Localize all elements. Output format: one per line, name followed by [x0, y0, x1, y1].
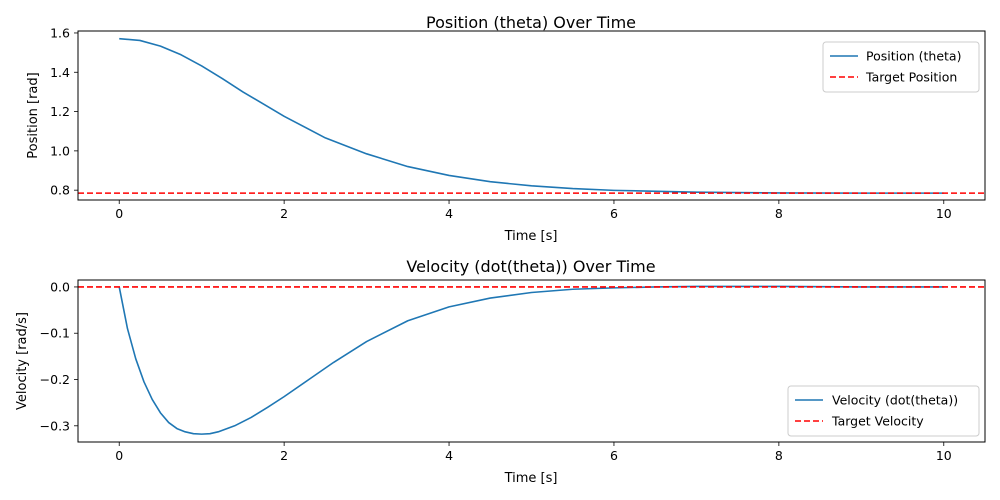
- y-tick-label: −0.1: [40, 326, 70, 341]
- legend-label-target-velocity: Target Velocity: [831, 414, 924, 429]
- y-tick-label: −0.2: [40, 372, 70, 387]
- plot-lines: [78, 37, 985, 194]
- chart-title: Velocity (dot(theta)) Over Time: [406, 257, 655, 276]
- plot-lines: [78, 285, 985, 435]
- legend-label-position: Position (theta): [866, 49, 961, 64]
- legend: Position (theta) Target Position: [822, 41, 980, 93]
- x-tick-label: 10: [936, 448, 952, 463]
- y-tick-label: 0.0: [50, 279, 70, 294]
- y-tick-label: 1.2: [50, 104, 70, 119]
- series-line-0: [118, 285, 944, 435]
- x-tick-label: 4: [445, 448, 453, 463]
- x-axis-label: Time [s]: [504, 471, 558, 486]
- legend-box: [822, 41, 980, 93]
- x-tick-label: 0: [115, 206, 123, 221]
- series-line-0: [119, 37, 944, 194]
- x-tick-label: 2: [280, 206, 288, 221]
- x-tick-label: 2: [280, 448, 288, 463]
- y-axis-label: Position [rad]: [26, 72, 41, 158]
- legend-label-target-position: Target Position: [865, 70, 957, 85]
- x-ticks: 0 2 4 6 8 10: [115, 200, 952, 221]
- x-tick-label: 8: [775, 206, 783, 221]
- x-tick-label: 0: [115, 448, 123, 463]
- legend-label-velocity: Velocity (dot(theta)): [832, 393, 958, 408]
- velocity-subplot: Velocity (dot(theta)) Over Time 0 2 4 6 8 10 …: [15, 257, 986, 486]
- x-tick-label: 6: [610, 206, 618, 221]
- x-tick-label: 8: [775, 448, 783, 463]
- x-axis-label: Time [s]: [504, 229, 558, 244]
- y-ticks: −0.3 −0.2 −0.1 0.0: [40, 279, 78, 433]
- position-subplot: Position (theta) Over Time 0 2 4 6 8 10 0.8 1.…: [26, 13, 986, 244]
- x-tick-label: 4: [445, 206, 453, 221]
- y-tick-label: 1.6: [50, 25, 70, 40]
- x-ticks: 0 2 4 6 8 10: [115, 442, 952, 463]
- y-tick-label: −0.3: [40, 418, 70, 433]
- legend: Velocity (dot(theta)) Target Velocity: [787, 385, 980, 437]
- chart-title: Position (theta) Over Time: [426, 13, 636, 32]
- y-axis-label: Velocity [rad/s]: [15, 312, 30, 410]
- y-tick-label: 0.8: [50, 183, 70, 198]
- axes-frame: [77, 279, 986, 443]
- x-tick-label: 6: [610, 448, 618, 463]
- y-tick-label: 1.4: [50, 65, 70, 80]
- legend-box: [787, 385, 980, 437]
- axes-frame: [77, 30, 986, 201]
- y-tick-label: 1.0: [50, 143, 70, 158]
- x-tick-label: 10: [936, 206, 952, 221]
- y-ticks: 0.8 1.0 1.2 1.4 1.6: [50, 25, 78, 198]
